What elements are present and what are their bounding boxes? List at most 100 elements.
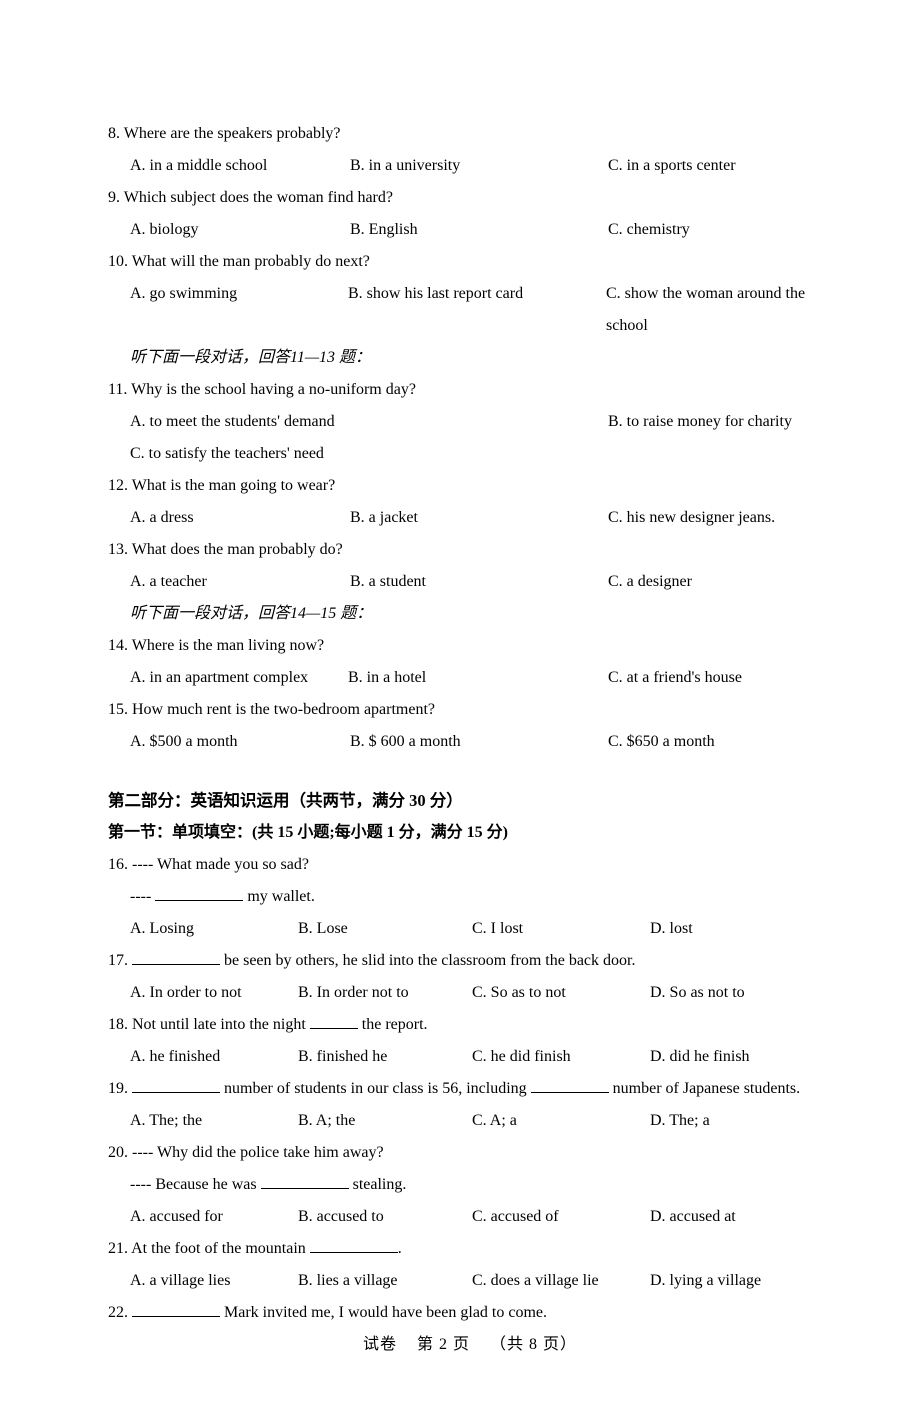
option-b: B. $ 600 a month (350, 726, 608, 758)
fill-blank (531, 1076, 609, 1093)
question-text: 16. ---- What made you so sad? (108, 849, 832, 881)
option-a: A. he finished (130, 1041, 298, 1073)
option-c: C. at a friend's house (608, 662, 832, 694)
option-b: B. finished he (298, 1041, 472, 1073)
option-d: D. The; a (650, 1105, 832, 1137)
question-22: 22. Mark invited me, I would have been g… (108, 1297, 832, 1329)
option-a: A. $500 a month (130, 726, 350, 758)
fill-blank (155, 884, 243, 901)
option-c: C. in a sports center (608, 150, 832, 182)
question-8: 8. Where are the speakers probably? A. i… (108, 118, 832, 182)
option-a: A. go swimming (130, 278, 348, 342)
option-a: A. accused for (130, 1201, 298, 1233)
option-b: B. in a hotel (348, 662, 608, 694)
question-17: 17. be seen by others, he slid into the … (108, 945, 832, 1009)
question-15: 15. How much rent is the two-bedroom apa… (108, 694, 832, 758)
option-a: A. a village lies (130, 1265, 298, 1297)
question-text: 17. be seen by others, he slid into the … (108, 945, 832, 977)
question-text: 22. Mark invited me, I would have been g… (108, 1297, 832, 1329)
question-13: 13. What does the man probably do? A. a … (108, 534, 832, 598)
dialogue-line: ---- Because he was stealing. (108, 1169, 832, 1201)
footer-page: 第 2 页 (417, 1336, 470, 1353)
footer-total: （共 8 页） (490, 1336, 577, 1353)
option-a: A. in an apartment complex (130, 662, 348, 694)
dialogue-line: ---- my wallet. (108, 881, 832, 913)
options-row: A. $500 a month B. $ 600 a month C. $650… (108, 726, 832, 758)
options-row: A. In order to not B. In order not to C.… (108, 977, 832, 1009)
option-c: C. $650 a month (608, 726, 832, 758)
fill-blank (261, 1172, 349, 1189)
option-c: C. he did finish (472, 1041, 650, 1073)
option-c: C. does a village lie (472, 1265, 650, 1297)
fill-blank (132, 1076, 220, 1093)
option-c: C. accused of (472, 1201, 650, 1233)
option-c: C. a designer (608, 566, 832, 598)
question-20: 20. ---- Why did the police take him awa… (108, 1137, 832, 1233)
options-row: A. to meet the students' demand B. to ra… (108, 406, 832, 438)
question-14: 14. Where is the man living now? A. in a… (108, 630, 832, 694)
page-footer: 试卷 第 2 页 （共 8 页） (108, 1329, 832, 1361)
question-9: 9. Which subject does the woman find har… (108, 182, 832, 246)
option-a: A. a teacher (130, 566, 350, 598)
fill-blank (310, 1236, 398, 1253)
options-row: A. in a middle school B. in a university… (108, 150, 832, 182)
fill-blank (132, 1300, 220, 1317)
question-18: 18. Not until late into the night the re… (108, 1009, 832, 1073)
question-text: 13. What does the man probably do? (108, 534, 832, 566)
question-16: 16. ---- What made you so sad? ---- my w… (108, 849, 832, 945)
option-b: B. to raise money for charity (608, 406, 832, 438)
option-b: B. In order not to (298, 977, 472, 1009)
option-a: A. The; the (130, 1105, 298, 1137)
question-19: 19. number of students in our class is 5… (108, 1073, 832, 1137)
question-text: 18. Not until late into the night the re… (108, 1009, 832, 1041)
option-a: A. to meet the students' demand (130, 406, 608, 438)
option-b: B. in a university (350, 150, 608, 182)
question-10: 10. What will the man probably do next? … (108, 246, 832, 342)
options-row: A. go swimming B. show his last report c… (108, 278, 832, 342)
options-row: A. a village lies B. lies a village C. d… (108, 1265, 832, 1297)
option-b: B. lies a village (298, 1265, 472, 1297)
options-row: A. Losing B. Lose C. I lost D. lost (108, 913, 832, 945)
question-text: 11. Why is the school having a no-unifor… (108, 374, 832, 406)
option-d: D. did he finish (650, 1041, 832, 1073)
option-c: C. show the woman around the school (606, 278, 832, 342)
question-text: 21. At the foot of the mountain . (108, 1233, 832, 1265)
question-11: 11. Why is the school having a no-unifor… (108, 374, 832, 470)
option-b: B. English (350, 214, 608, 246)
options-row: A. a teacher B. a student C. a designer (108, 566, 832, 598)
section-2-title: 第二部分：英语知识运用（共两节，满分 30 分） (108, 784, 832, 817)
option-a: A. biology (130, 214, 350, 246)
listening-instruction-1: 听下面一段对话，回答11—13 题： (108, 342, 832, 374)
section-2-subtitle: 第一节：单项填空：(共 15 小题;每小题 1 分，满分 15 分) (108, 817, 832, 849)
listening-instruction-2: 听下面一段对话，回答14—15 题： (108, 598, 832, 630)
question-12: 12. What is the man going to wear? A. a … (108, 470, 832, 534)
question-text: 19. number of students in our class is 5… (108, 1073, 832, 1105)
option-b: B. Lose (298, 913, 472, 945)
option-b: B. a student (350, 566, 608, 598)
question-text: 9. Which subject does the woman find har… (108, 182, 832, 214)
option-c: C. to satisfy the teachers' need (130, 445, 324, 462)
option-d: D. lying a village (650, 1265, 832, 1297)
option-d: D. lost (650, 913, 832, 945)
option-b: B. a jacket (350, 502, 608, 534)
options-row: A. The; the B. A; the C. A; a D. The; a (108, 1105, 832, 1137)
question-text: 14. Where is the man living now? (108, 630, 832, 662)
question-text: 10. What will the man probably do next? (108, 246, 832, 278)
options-row: A. biology B. English C. chemistry (108, 214, 832, 246)
question-21: 21. At the foot of the mountain . A. a v… (108, 1233, 832, 1297)
question-text: 8. Where are the speakers probably? (108, 118, 832, 150)
option-c: C. So as to not (472, 977, 650, 1009)
options-row: A. he finished B. finished he C. he did … (108, 1041, 832, 1073)
option-a: A. in a middle school (130, 150, 350, 182)
question-text: 12. What is the man going to wear? (108, 470, 832, 502)
question-text: 15. How much rent is the two-bedroom apa… (108, 694, 832, 726)
option-d: D. So as not to (650, 977, 832, 1009)
question-text: 20. ---- Why did the police take him awa… (108, 1137, 832, 1169)
options-row: A. in an apartment complex B. in a hotel… (108, 662, 832, 694)
option-c: C. A; a (472, 1105, 650, 1137)
footer-label: 试卷 (363, 1336, 397, 1353)
fill-blank (310, 1012, 358, 1029)
exam-page: 8. Where are the speakers probably? A. i… (0, 0, 920, 1401)
options-row: A. accused for B. accused to C. accused … (108, 1201, 832, 1233)
option-a: A. Losing (130, 913, 298, 945)
